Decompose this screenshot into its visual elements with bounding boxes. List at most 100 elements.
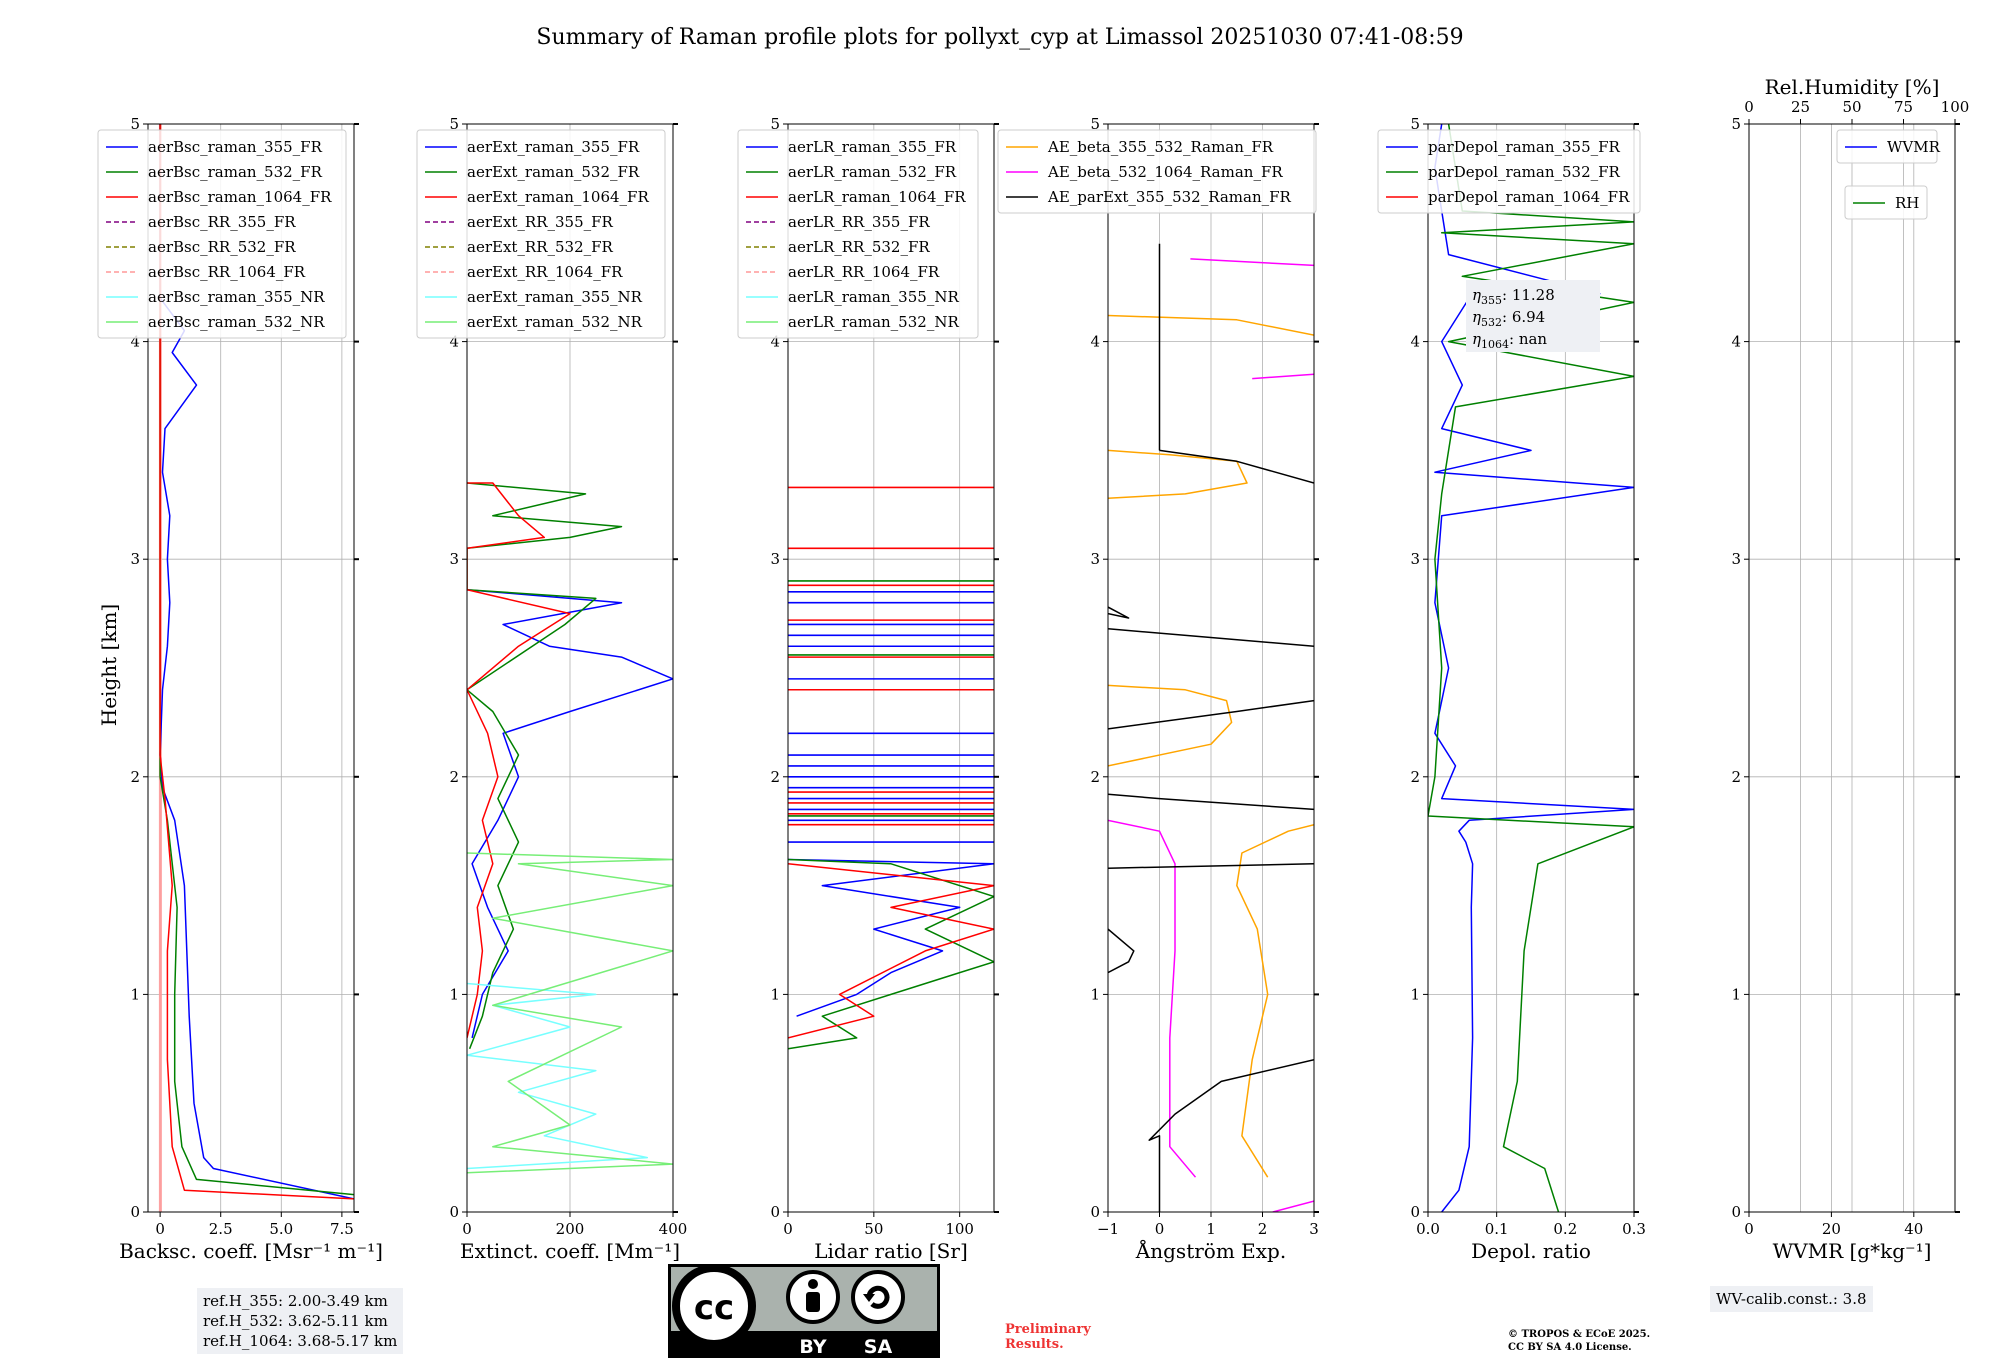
y-tick-label: 0 — [130, 1203, 140, 1221]
series-line-aerBsc_raman_1064_FR — [159, 124, 354, 1200]
legend-entry: aerLR_RR_355_FR — [788, 213, 930, 231]
x-tick-label: 50 — [864, 1220, 883, 1238]
series-line-AE_parExt_355_532_Raman_FR — [1108, 863, 1314, 869]
eta-subscript: 355 — [1481, 294, 1502, 307]
legend-entry: aerBsc_raman_355_NR — [148, 288, 325, 306]
legend-entry: parDepol_raman_355_FR — [1428, 138, 1621, 156]
legend-box — [1377, 129, 1641, 214]
series-line-aerExt_raman_532_FR — [467, 482, 623, 1050]
by-person-head-icon — [808, 1279, 818, 1289]
y-tick-label: 0 — [770, 1203, 780, 1221]
data-layer — [788, 486, 994, 1050]
legend-entry: aerExt_RR_532_FR — [467, 238, 614, 256]
figure-title: Summary of Raman profile plots for polly… — [536, 25, 1463, 50]
legend-entry: aerExt_raman_1064_FR — [467, 188, 649, 206]
legend-entry: aerLR_raman_532_NR — [788, 313, 959, 331]
legend: AE_beta_355_532_Raman_FR AE_beta_532_1064… — [997, 129, 1317, 214]
x-tick-label: 0 — [783, 1220, 793, 1238]
y-tick-label: 0 — [449, 1203, 459, 1221]
x-tick-label: 2 — [1258, 1220, 1268, 1238]
series-line-aerExt_raman_355_FR — [467, 588, 673, 1039]
y-tick-label: 3 — [1410, 550, 1420, 568]
legend-entry: AE_beta_355_532_Raman_FR — [1047, 138, 1274, 156]
eta-symbol: η — [1472, 308, 1481, 326]
y-tick-label: 3 — [449, 550, 459, 568]
legend-box — [737, 129, 979, 339]
x-tick-label: 400 — [659, 1220, 688, 1238]
legend-entry: WVMR — [1887, 138, 1941, 156]
eta-box — [1466, 280, 1600, 352]
y-tick-label: 4 — [770, 333, 780, 351]
series-line-aerExt_raman_355_NR — [467, 982, 649, 1170]
series-line-AE_parExt_355_532_Raman_FR — [1108, 928, 1135, 974]
legend: parDepol_raman_355_FR parDepol_raman_532_… — [1377, 129, 1641, 214]
eta-value-1064: η1064: nan — [1472, 330, 1547, 351]
x-tick-label: 0 — [1155, 1220, 1165, 1238]
series-line-aerExt_raman_532_NR — [467, 852, 673, 1174]
eta-symbol: η — [1472, 286, 1481, 304]
legend-box — [416, 129, 666, 339]
x-tick-label: 7.5 — [330, 1220, 354, 1238]
wv-calibration-box: WV-calib.const.: 3.8 — [1710, 1286, 1873, 1312]
series-line-aerLR_raman_532_FR — [788, 858, 994, 1050]
top-x-tick-label: 0 — [1744, 98, 1754, 116]
series-line-AE_beta_355_532_Raman_FR — [1108, 684, 1233, 767]
axes-frame — [1427, 123, 1635, 1213]
series-line-AE_beta_355_532_Raman_FR — [1108, 449, 1248, 500]
y-tick-label: 1 — [1090, 985, 1100, 1003]
data-layer — [158, 124, 354, 1212]
y-tick-label: 2 — [1410, 768, 1420, 786]
series-line-parDepol_raman_532_FR — [1428, 124, 1634, 1212]
x-tick-label: 0 — [155, 1220, 165, 1238]
y-tick-label: 3 — [770, 550, 780, 568]
y-axis-label: Height [km] — [97, 604, 121, 726]
legend-entry: aerExt_raman_532_NR — [467, 313, 643, 331]
series-line-AE_beta_355_532_Raman_FR — [1236, 823, 1314, 1178]
legend-box — [997, 129, 1317, 214]
legend-entry: AE_parExt_355_532_Raman_FR — [1047, 188, 1292, 206]
eta-value-355: η355: 11.28 — [1472, 286, 1555, 307]
legend-entry: aerExt_raman_355_NR — [467, 288, 643, 306]
y-tick-label: 3 — [130, 550, 140, 568]
legend: aerLR_raman_355_FR aerLR_raman_532_FR aerL… — [737, 129, 979, 339]
y-tick-label: 5 — [130, 115, 140, 133]
y-tick-label: 5 — [770, 115, 780, 133]
top-x-tick-label: 25 — [1791, 98, 1810, 116]
x-tick-label: 100 — [945, 1220, 974, 1238]
y-tick-label: 5 — [1410, 115, 1420, 133]
legend: aerExt_raman_355_FR aerExt_raman_532_FRae… — [416, 129, 666, 339]
legend-entry: aerLR_raman_1064_FR — [788, 188, 966, 206]
preliminary-line-2: Results. — [1005, 1337, 1064, 1352]
legend-box — [1836, 129, 1938, 164]
by-label: BY — [799, 1336, 826, 1358]
y-tick-label: 2 — [1731, 768, 1741, 786]
legend-entry: parDepol_raman_532_FR — [1428, 163, 1621, 181]
y-tick-label: 5 — [1090, 115, 1100, 133]
y-tick-label: 1 — [1410, 985, 1420, 1003]
y-tick-label: 0 — [1410, 1203, 1420, 1221]
legend-entry: aerBsc_raman_355_FR — [148, 138, 323, 156]
eta-subscript: 1064 — [1481, 338, 1509, 351]
sa-label: SA — [864, 1336, 893, 1358]
x-axis-label: Extinct. coeff. [Mm⁻¹] — [460, 1239, 680, 1263]
x-tick-label: 0.2 — [1553, 1220, 1577, 1238]
x-tick-label: 0 — [462, 1220, 472, 1238]
series-line-AE_parExt_355_532_Raman_FR — [1108, 628, 1314, 647]
legend-entry: aerExt_raman_355_FR — [467, 138, 640, 156]
y-tick-label: 5 — [1731, 115, 1741, 133]
legend-box — [1844, 185, 1928, 220]
top-x-tick-label: 100 — [1941, 98, 1970, 116]
legend-entry: aerBsc_raman_1064_FR — [148, 188, 332, 206]
legend-entry: aerLR_RR_1064_FR — [788, 263, 940, 281]
legend: aerBsc_raman_355_FR aerBsc_raman_532_FRae… — [97, 129, 347, 339]
y-tick-label: 4 — [1090, 333, 1100, 351]
legend-entry: aerBsc_RR_532_FR — [148, 238, 296, 256]
x-axis-label: Backsc. coeff. [Msr⁻¹ m⁻¹] — [119, 1239, 383, 1263]
data-layer — [467, 482, 673, 1174]
ref-height-1064: ref.H_1064: 3.68-5.17 km — [203, 1332, 398, 1350]
panel-depolarization: 0 1 2 3 4 5 0.0 0.1 0.2 0.3 Depol. ratio parDepol_r… — [1377, 115, 1646, 1263]
legend-entry: aerBsc_raman_532_NR — [148, 313, 325, 331]
